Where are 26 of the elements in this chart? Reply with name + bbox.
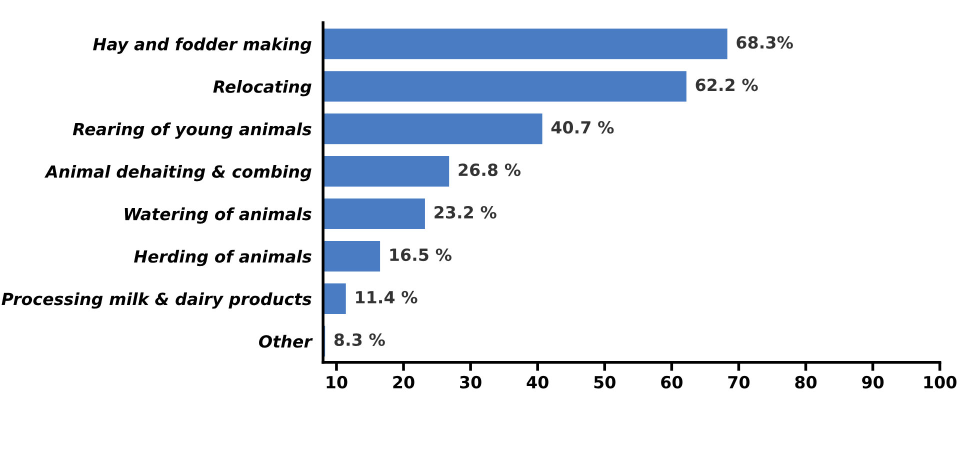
- y-tick-label: Other: [259, 334, 313, 348]
- data-label: 8.3 %: [334, 333, 385, 346]
- x-tick-label: 60: [661, 376, 682, 388]
- x-tick-label: 90: [862, 376, 884, 388]
- x-tick-label: 20: [393, 376, 414, 388]
- x-tick-label: 50: [594, 376, 616, 388]
- x-tick-label: 30: [460, 376, 482, 388]
- data-label: 11.4 %: [356, 290, 418, 304]
- y-tick-label: Rearing of young animals: [72, 122, 312, 139]
- x-tick-label: 70: [728, 376, 750, 388]
- y-tick-label: Watering of animals: [124, 207, 312, 224]
- data-label: 40.7 %: [551, 121, 614, 134]
- data-label: 26.8 %: [458, 164, 521, 176]
- data-label: 23.2 %: [434, 206, 496, 219]
- y-tick-label: Relocating: [213, 80, 312, 96]
- x-tick-label: 100: [924, 376, 956, 388]
- x-tick-label: 80: [795, 376, 817, 388]
- y-tick-label: Processing milk & dairy products: [2, 292, 312, 309]
- y-tick-label: Herding of animals: [134, 250, 312, 266]
- data-label: 68.3%: [736, 36, 793, 49]
- y-tick-label: Hay and fodder making: [93, 38, 312, 54]
- x-tick-label: 40: [526, 376, 548, 388]
- data-label: 62.2 %: [696, 78, 758, 92]
- x-tick-label: 10: [326, 376, 348, 388]
- y-tick-label: Animal dehaiting & combing: [44, 164, 312, 182]
- data-label: 16.5 %: [390, 248, 452, 262]
